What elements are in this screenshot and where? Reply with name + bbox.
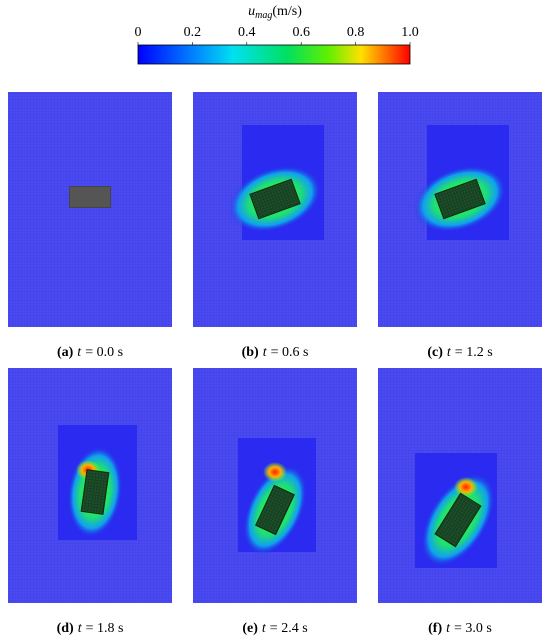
panel: (c) t = 1.2 s xyxy=(378,92,542,360)
panel: (f) t = 3.0 s xyxy=(378,368,542,636)
panel-caption: (e) t = 2.4 s xyxy=(242,621,307,636)
floating-body xyxy=(80,469,110,515)
tick-label: 0.6 xyxy=(292,25,310,40)
caption-variable: t xyxy=(447,345,452,360)
velocity-peak xyxy=(263,462,287,482)
caption-label: (c) xyxy=(427,345,443,360)
caption-text: = 1.2 s xyxy=(455,345,493,360)
panel-caption: (a) t = 0.0 s xyxy=(57,345,123,360)
panel-caption: (b) t = 0.6 s xyxy=(242,345,309,360)
colorbar: umag(m/s) 0 0.2 0.4 0.6 0.8 1.0 xyxy=(135,4,419,65)
caption-text: = 0.6 s xyxy=(271,345,309,360)
tick-label: 0 xyxy=(135,25,142,40)
velocity-peak xyxy=(454,477,478,497)
tick-label: 0.8 xyxy=(347,25,365,40)
colorbar-title: umag(m/s) xyxy=(248,4,302,21)
caption-variable: t xyxy=(263,345,268,360)
caption-label: (f) xyxy=(428,621,442,636)
caption-label: (e) xyxy=(242,621,258,636)
floating-body xyxy=(255,484,295,536)
caption-variable: t xyxy=(446,621,451,636)
caption-variable: t xyxy=(77,345,82,360)
colorbar-gradient xyxy=(137,44,411,65)
panel: (b) t = 0.6 s xyxy=(193,92,357,360)
panel: (e) t = 2.4 s xyxy=(193,368,357,636)
caption-text: = 0.0 s xyxy=(85,345,123,360)
panel: (d) t = 1.8 s xyxy=(8,368,172,636)
caption-variable: t xyxy=(262,621,267,636)
caption-text: = 3.0 s xyxy=(454,621,492,636)
caption-variable: t xyxy=(78,621,83,636)
caption-text: = 2.4 s xyxy=(270,621,308,636)
floating-body xyxy=(434,492,482,548)
panel-caption: (f) t = 3.0 s xyxy=(428,621,492,636)
unit: (m/s) xyxy=(272,4,302,19)
caption-label: (d) xyxy=(57,621,74,636)
tick-label: 0.4 xyxy=(238,25,256,40)
subscript: mag xyxy=(255,10,272,21)
caption-label: (b) xyxy=(242,345,259,360)
tick-label: 1.0 xyxy=(401,25,419,40)
flow-field xyxy=(8,92,172,327)
floating-body xyxy=(69,186,111,208)
caption-label: (a) xyxy=(57,345,74,360)
floating-body xyxy=(249,178,301,220)
tick-label: 0.2 xyxy=(184,25,202,40)
floating-body xyxy=(434,178,486,220)
panel: (a) t = 0.0 s xyxy=(8,92,172,360)
panel-caption: (c) t = 1.2 s xyxy=(427,345,492,360)
symbol: u xyxy=(248,4,255,19)
panel-caption: (d) t = 1.8 s xyxy=(57,621,124,636)
caption-text: = 1.8 s xyxy=(86,621,124,636)
